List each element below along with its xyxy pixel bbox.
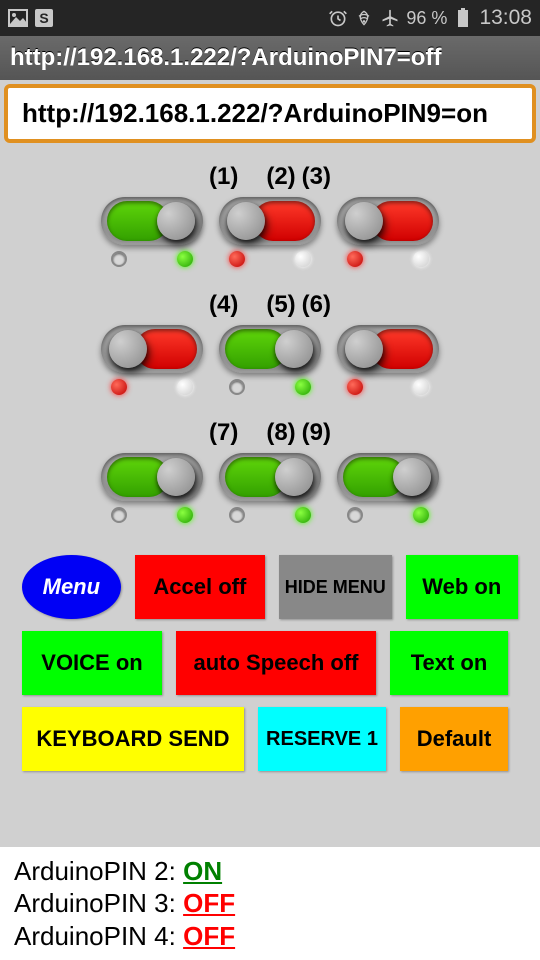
app-title-bar: http://192.168.1.222/?ArduinoPIN7=off — [0, 36, 540, 80]
indicator-dot — [111, 379, 127, 395]
pin-status-label: ArduinoPIN 4: — [14, 921, 183, 951]
default-button[interactable]: Default — [400, 707, 508, 771]
pin-toggle-4[interactable] — [101, 325, 203, 373]
app-title-text: http://192.168.1.222/?ArduinoPIN7=off — [10, 44, 441, 71]
pin-status-line: ArduinoPIN 4: OFF — [14, 920, 526, 953]
indicator-dot — [413, 379, 429, 395]
indicator-dot — [111, 507, 127, 523]
toggle-label: (6) — [302, 291, 331, 319]
pin-toggle-3[interactable] — [337, 197, 439, 245]
toggle-label: (8) — [266, 419, 295, 447]
indicator-dot — [347, 379, 363, 395]
gallery-icon — [8, 8, 28, 28]
indicator-dot — [347, 507, 363, 523]
toggle-label: (5) — [266, 291, 295, 319]
toggle-row-labels: (4) (5)(6) — [0, 291, 540, 319]
text-button[interactable]: Text on — [390, 631, 508, 695]
pin-status-value: ON — [183, 856, 222, 886]
pin-status-footer: ArduinoPIN 2: ONArduinoPIN 3: OFFArduino… — [0, 847, 540, 960]
pin-toggle-8[interactable] — [219, 453, 321, 501]
indicator-dot-row — [0, 379, 540, 395]
dot-pair — [219, 379, 321, 395]
url-input-container — [4, 84, 536, 143]
toggle-row — [0, 453, 540, 501]
toggle-row — [0, 197, 540, 245]
indicator-dot — [177, 251, 193, 267]
hide-menu-button[interactable]: HIDE MENU — [279, 555, 392, 619]
pin-status-value: OFF — [183, 921, 235, 951]
dot-pair — [101, 507, 203, 523]
pin-toggle-7[interactable] — [101, 453, 203, 501]
dot-pair — [101, 251, 203, 267]
pin-status-line: ArduinoPIN 3: OFF — [14, 887, 526, 920]
url-input[interactable] — [22, 98, 518, 129]
pin-toggle-2[interactable] — [219, 197, 321, 245]
toggle-grid: (1) (2)(3) (4) (5)(6) (7) (8)(9) — [0, 147, 540, 523]
indicator-dot — [229, 507, 245, 523]
dot-pair — [219, 251, 321, 267]
pin-toggle-6[interactable] — [337, 325, 439, 373]
toggle-row — [0, 325, 540, 373]
indicator-dot-row — [0, 251, 540, 267]
android-status-bar: S 96 % 13:08 — [0, 0, 540, 36]
pin-toggle-9[interactable] — [337, 453, 439, 501]
indicator-dot — [111, 251, 127, 267]
toggle-row-labels: (7) (8)(9) — [0, 419, 540, 447]
indicator-dot — [177, 507, 193, 523]
toggle-label: (4) — [209, 291, 238, 319]
battery-icon — [453, 8, 473, 28]
indicator-dot — [295, 379, 311, 395]
toggle-label: (7) — [209, 419, 238, 447]
app-s-icon: S — [34, 8, 54, 28]
indicator-dot — [413, 251, 429, 267]
dot-pair — [337, 251, 439, 267]
web-button[interactable]: Web on — [406, 555, 519, 619]
indicator-dot — [413, 507, 429, 523]
button-panel: Menu Accel off HIDE MENU Web on VOICE on… — [0, 547, 540, 793]
pin-status-label: ArduinoPIN 3: — [14, 888, 183, 918]
pin-toggle-1[interactable] — [101, 197, 203, 245]
toggle-label: (1) — [209, 163, 238, 191]
airplane-icon — [380, 8, 400, 28]
clock-time: 13:08 — [479, 6, 532, 30]
indicator-dot — [229, 251, 245, 267]
indicator-dot — [295, 507, 311, 523]
toggle-label: (9) — [302, 419, 331, 447]
dot-pair — [219, 507, 321, 523]
menu-button[interactable]: Menu — [22, 555, 121, 619]
wifi-icon — [354, 8, 374, 28]
toggle-row-labels: (1) (2)(3) — [0, 163, 540, 191]
voice-button[interactable]: VOICE on — [22, 631, 162, 695]
battery-percent: 96 % — [406, 8, 447, 29]
pin-status-label: ArduinoPIN 2: — [14, 856, 183, 886]
indicator-dot — [177, 379, 193, 395]
indicator-dot — [347, 251, 363, 267]
pin-status-line: ArduinoPIN 2: ON — [14, 855, 526, 888]
alarm-icon — [328, 8, 348, 28]
accel-button[interactable]: Accel off — [135, 555, 265, 619]
dot-pair — [337, 379, 439, 395]
indicator-dot — [229, 379, 245, 395]
indicator-dot — [295, 251, 311, 267]
pin-status-value: OFF — [183, 888, 235, 918]
toggle-label: (3) — [302, 163, 331, 191]
dot-pair — [337, 507, 439, 523]
indicator-dot-row — [0, 507, 540, 523]
svg-text:S: S — [39, 10, 48, 26]
keyboard-send-button[interactable]: KEYBOARD SEND — [22, 707, 244, 771]
pin-toggle-5[interactable] — [219, 325, 321, 373]
auto-speech-button[interactable]: auto Speech off — [176, 631, 376, 695]
toggle-label: (2) — [266, 163, 295, 191]
dot-pair — [101, 379, 203, 395]
reserve-button[interactable]: RESERVE 1 — [258, 707, 386, 771]
